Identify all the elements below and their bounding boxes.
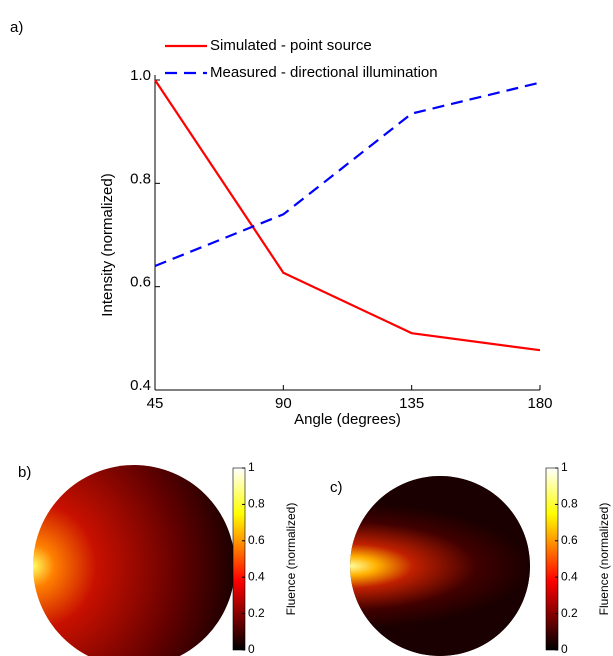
y-tick-label: 0.8 <box>130 170 151 187</box>
colorbar-tick-label: 0 <box>561 642 568 656</box>
panel-label: a) <box>10 19 23 36</box>
colorbar-title: Fluence (normalized) <box>597 503 611 616</box>
y-tick-label: 0.6 <box>130 274 151 291</box>
y-tick-label: 0.4 <box>130 377 151 394</box>
colorbar-tick-label: 0.2 <box>248 606 265 620</box>
panel-label: c) <box>330 479 343 496</box>
colorbar-tick-label: 0.4 <box>561 569 578 583</box>
colorbar-tick-label: 0.8 <box>561 497 578 511</box>
fluence-map <box>350 476 530 656</box>
colorbar-tick-label: 1 <box>561 460 568 474</box>
x-tick-label: 135 <box>399 395 424 412</box>
y-axis-title: Intensity (normalized) <box>99 173 116 316</box>
x-axis-title: Angle (degrees) <box>294 411 401 428</box>
y-tick-label: 1.0 <box>130 67 151 84</box>
charts: a) 0.4 0.6 0.8 1.0 45 90 135 180 Angle (degrees) I… <box>10 19 611 656</box>
colorbar-tick-label: 0 <box>248 642 255 656</box>
legend-label: Simulated - point source <box>210 37 372 54</box>
colorbar-tick-label: 0.6 <box>248 533 265 547</box>
panel-label: b) <box>18 464 31 481</box>
colorbar <box>232 467 246 651</box>
colorbar-tick-label: 0.6 <box>561 533 578 547</box>
colorbar-tick-label: 0.2 <box>561 606 578 620</box>
colorbar-tick-label: 0.4 <box>248 569 265 583</box>
legend-label: Measured - directional illumination <box>210 64 438 81</box>
colorbar-tick-label: 1 <box>248 460 255 474</box>
colorbar-tick-label: 0.8 <box>248 497 265 511</box>
colorbar-title: Fluence (normalized) <box>284 503 298 616</box>
x-tick-label: 180 <box>527 395 552 412</box>
x-tick-label: 45 <box>147 395 164 412</box>
series-line <box>154 79 541 352</box>
fluence-map <box>33 465 235 656</box>
x-tick-label: 90 <box>275 395 292 412</box>
colorbar <box>545 467 559 651</box>
series-line <box>154 81 541 268</box>
